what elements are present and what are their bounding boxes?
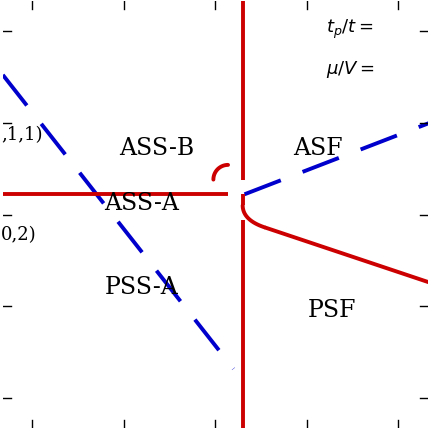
Text: ASS-A: ASS-A (105, 192, 179, 215)
Text: ASF: ASF (293, 137, 343, 160)
Text: 0,2): 0,2) (1, 226, 36, 244)
Text: PSF: PSF (308, 299, 356, 321)
Text: $t_p/t=$: $t_p/t=$ (326, 18, 373, 41)
Text: ,1,1): ,1,1) (1, 127, 42, 145)
Text: PSS-A: PSS-A (105, 276, 179, 299)
Text: ASS-B: ASS-B (119, 137, 194, 160)
Text: $\mu/V=$: $\mu/V=$ (326, 59, 375, 80)
